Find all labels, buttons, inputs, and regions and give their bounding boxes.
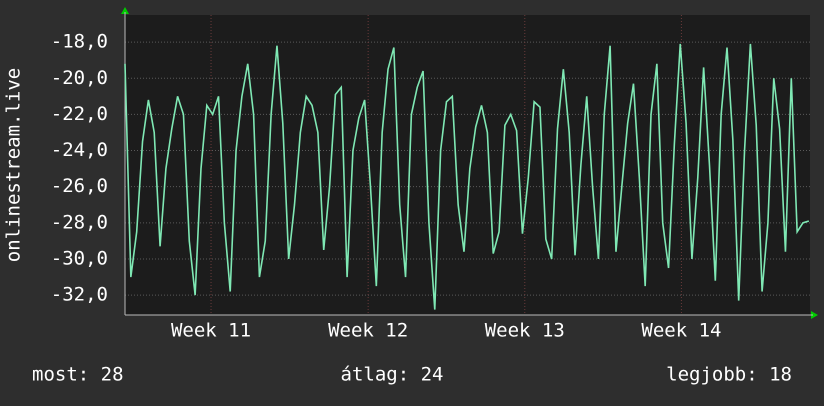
y-tick-label: -28,0: [51, 211, 108, 233]
y-tick-label: -32,0: [51, 284, 108, 306]
x-tick-label: Week 14: [641, 320, 721, 342]
y-tick-label: -18,0: [51, 31, 108, 53]
y-axis-title: onlinestream.live: [3, 68, 25, 262]
footer-max: legjobb: 18: [666, 364, 792, 386]
data-line: [124, 43, 810, 310]
x-tick-label: Week 12: [328, 320, 408, 342]
y-tick-label: -24,0: [51, 139, 108, 161]
x-tick-label: Week 11: [171, 320, 251, 342]
y-tick-label: -20,0: [51, 67, 108, 89]
axis-arrow: [121, 7, 129, 14]
y-tick-label: -26,0: [51, 175, 108, 197]
axis-arrow: [811, 311, 818, 319]
y-tick-label: -22,0: [51, 103, 108, 125]
y-tick-label: -30,0: [51, 247, 108, 269]
footer-average: átlag: 24: [341, 364, 444, 386]
plot-area: [125, 15, 810, 315]
footer-current: most: 28: [32, 364, 124, 386]
x-tick-label: Week 13: [485, 320, 565, 342]
